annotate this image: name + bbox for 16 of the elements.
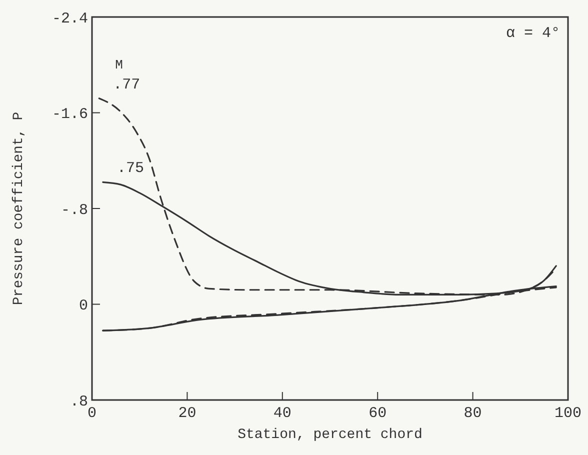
y-tick-label: -1.6 (52, 106, 88, 123)
y-tick-label: -.8 (60, 202, 88, 219)
series-label: .77 (113, 76, 140, 94)
y-tick-label: .8 (70, 393, 88, 410)
y-tick-label: 0 (78, 298, 88, 314)
x-tick-label: 40 (273, 405, 292, 422)
y-tick-label: -2.4 (52, 10, 88, 28)
series-label: .75 (116, 160, 144, 178)
x-tick-label: 60 (368, 405, 387, 422)
x-tick-label: 80 (464, 405, 482, 422)
y-axis-title: Pressure coefficient, P (11, 112, 27, 306)
x-tick-label: 100 (554, 405, 582, 422)
legend-title: M (115, 57, 123, 72)
x-tick-label: 20 (178, 405, 196, 422)
annotation: α = 4° (506, 25, 560, 42)
x-axis-title: Station, percent chord (238, 427, 422, 443)
